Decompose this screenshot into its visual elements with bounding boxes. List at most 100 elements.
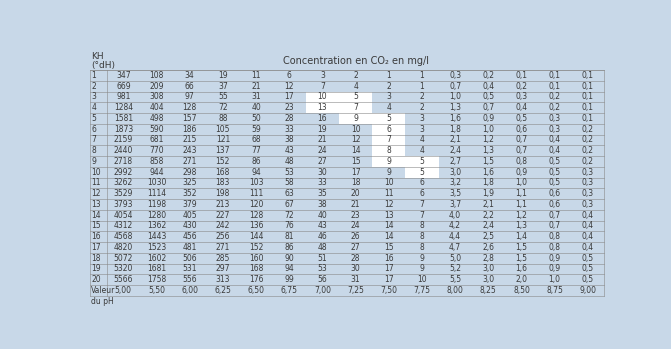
Text: 176: 176	[249, 275, 263, 284]
Text: 456: 456	[183, 232, 197, 241]
Text: 3,7: 3,7	[449, 200, 461, 209]
Text: 6,00: 6,00	[181, 286, 198, 295]
Text: 0,3: 0,3	[582, 178, 594, 187]
Text: 0,3: 0,3	[449, 71, 461, 80]
Text: 0,1: 0,1	[515, 71, 527, 80]
Text: Valeur: Valeur	[91, 286, 115, 295]
Text: 0,2: 0,2	[582, 135, 594, 144]
Text: 2,8: 2,8	[482, 254, 495, 263]
Text: 7: 7	[386, 135, 391, 144]
Text: 243: 243	[183, 146, 197, 155]
Text: 105: 105	[215, 125, 230, 134]
Text: 11: 11	[384, 189, 393, 198]
Text: 30: 30	[351, 265, 360, 274]
Text: 34: 34	[185, 71, 195, 80]
Text: 4: 4	[386, 103, 391, 112]
Text: 9: 9	[353, 114, 358, 123]
Text: 8,50: 8,50	[513, 286, 530, 295]
Text: 10: 10	[384, 178, 394, 187]
Text: 8,25: 8,25	[480, 286, 497, 295]
Text: 308: 308	[149, 92, 164, 102]
Text: 285: 285	[215, 254, 230, 263]
Text: 1758: 1758	[147, 275, 166, 284]
Text: 152: 152	[215, 157, 230, 166]
Text: 6: 6	[386, 125, 391, 134]
Text: 68: 68	[251, 135, 261, 144]
Text: 4: 4	[419, 146, 424, 155]
Text: 2: 2	[92, 82, 97, 91]
Text: 297: 297	[215, 265, 230, 274]
Text: 53: 53	[317, 265, 327, 274]
Text: 1,5: 1,5	[515, 254, 527, 263]
Text: (°dH): (°dH)	[91, 61, 115, 70]
Text: 19: 19	[92, 265, 101, 274]
Text: 0,3: 0,3	[515, 92, 527, 102]
Text: 0,9: 0,9	[549, 254, 561, 263]
Text: 2,0: 2,0	[515, 275, 527, 284]
Text: 28: 28	[351, 254, 360, 263]
Text: 128: 128	[249, 211, 263, 220]
Text: 5566: 5566	[113, 275, 133, 284]
Text: 1284: 1284	[114, 103, 133, 112]
Text: 46: 46	[317, 232, 327, 241]
Text: 97: 97	[185, 92, 195, 102]
Text: 1,3: 1,3	[515, 222, 527, 230]
Text: 0,1: 0,1	[549, 82, 561, 91]
Text: 6: 6	[419, 189, 424, 198]
Text: 1,0: 1,0	[515, 178, 527, 187]
Text: 0,5: 0,5	[582, 254, 594, 263]
Text: 3,0: 3,0	[449, 168, 461, 177]
Text: 0,1: 0,1	[549, 71, 561, 80]
Text: 0,7: 0,7	[515, 135, 527, 144]
Text: 0,1: 0,1	[582, 82, 594, 91]
Text: 17: 17	[351, 168, 360, 177]
Text: 86: 86	[285, 243, 294, 252]
Text: 1: 1	[419, 82, 424, 91]
Bar	[339, 91, 372, 102]
Text: 67: 67	[285, 200, 294, 209]
Text: 298: 298	[183, 168, 197, 177]
Text: 8: 8	[419, 222, 424, 230]
Text: 770: 770	[149, 146, 164, 155]
Text: 20: 20	[351, 189, 360, 198]
Text: 12: 12	[285, 82, 294, 91]
Text: 7,00: 7,00	[314, 286, 331, 295]
Text: 1681: 1681	[147, 265, 166, 274]
Bar	[339, 113, 372, 124]
Bar	[306, 91, 339, 102]
Text: 14: 14	[384, 222, 394, 230]
Text: KH: KH	[91, 52, 104, 61]
Text: 2440: 2440	[113, 146, 133, 155]
Text: 24: 24	[351, 222, 360, 230]
Text: 28: 28	[285, 114, 294, 123]
Text: 9: 9	[419, 254, 424, 263]
Text: 7: 7	[353, 103, 358, 112]
Text: 1602: 1602	[147, 254, 166, 263]
Text: 1,0: 1,0	[482, 125, 495, 134]
Text: 17: 17	[384, 275, 394, 284]
Bar	[339, 102, 372, 113]
Text: 0,8: 0,8	[515, 157, 527, 166]
Text: 1: 1	[92, 71, 97, 80]
Text: 1,5: 1,5	[482, 157, 495, 166]
Text: 10: 10	[92, 168, 101, 177]
Text: 31: 31	[351, 275, 360, 284]
Text: 48: 48	[285, 157, 294, 166]
Text: 72: 72	[218, 103, 227, 112]
Text: 3,2: 3,2	[449, 178, 461, 187]
Text: 8: 8	[419, 232, 424, 241]
Text: 2,4: 2,4	[449, 146, 461, 155]
Text: 10: 10	[351, 125, 360, 134]
Text: 4: 4	[92, 103, 97, 112]
Text: 531: 531	[183, 265, 197, 274]
Text: 1,0: 1,0	[449, 92, 461, 102]
Text: 4: 4	[353, 82, 358, 91]
Text: 6,50: 6,50	[248, 286, 264, 295]
Text: 186: 186	[183, 125, 197, 134]
Text: 2,4: 2,4	[482, 222, 495, 230]
Text: 43: 43	[285, 146, 294, 155]
Text: 1,1: 1,1	[515, 189, 527, 198]
Text: 1362: 1362	[147, 222, 166, 230]
Text: 17: 17	[285, 92, 294, 102]
Text: 19: 19	[218, 71, 227, 80]
